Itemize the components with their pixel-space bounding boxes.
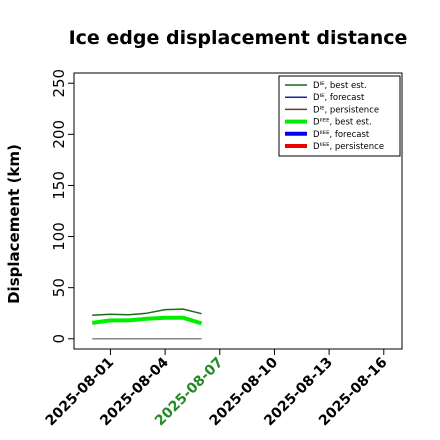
- y-tick-label: 50: [50, 278, 68, 297]
- legend-label: Dᴵᴵᴱᴱ, best est.: [313, 118, 372, 128]
- y-tick-label: 0: [50, 334, 68, 344]
- legend-label: Dᴵᴱ, forecast: [313, 93, 365, 103]
- y-tick-label: 250: [50, 69, 68, 98]
- plot-frame: [73, 72, 403, 350]
- y-tick-label: 150: [50, 171, 68, 200]
- y-axis: 0 50 100 150 200 250: [50, 69, 74, 344]
- legend-label: Dᴵᴱ, best est.: [313, 81, 367, 91]
- chart-title: Ice edge displacement distance: [69, 27, 408, 49]
- legend-label: Dᴵᴱ, persistence: [313, 105, 379, 115]
- series-line: [92, 308, 202, 317]
- legend: Dᴵᴱ, best est. Dᴵᴱ, forecast Dᴵᴱ, persiste…: [278, 75, 401, 157]
- series-line: [91, 315, 203, 326]
- legend-label: Dᴵᴵᴱᴱ, persistence: [313, 142, 384, 152]
- legend-label: Dᴵᴵᴱᴱ, forecast: [313, 130, 370, 140]
- y-axis-label: Displacement (km): [5, 144, 23, 304]
- x-axis: 2025-08-012025-08-042025-08-072025-08-10…: [43, 349, 391, 429]
- legend-box: [278, 75, 401, 157]
- y-tick-label: 100: [50, 222, 68, 251]
- y-tick-label: 200: [50, 120, 68, 149]
- series-layer: [91, 308, 203, 340]
